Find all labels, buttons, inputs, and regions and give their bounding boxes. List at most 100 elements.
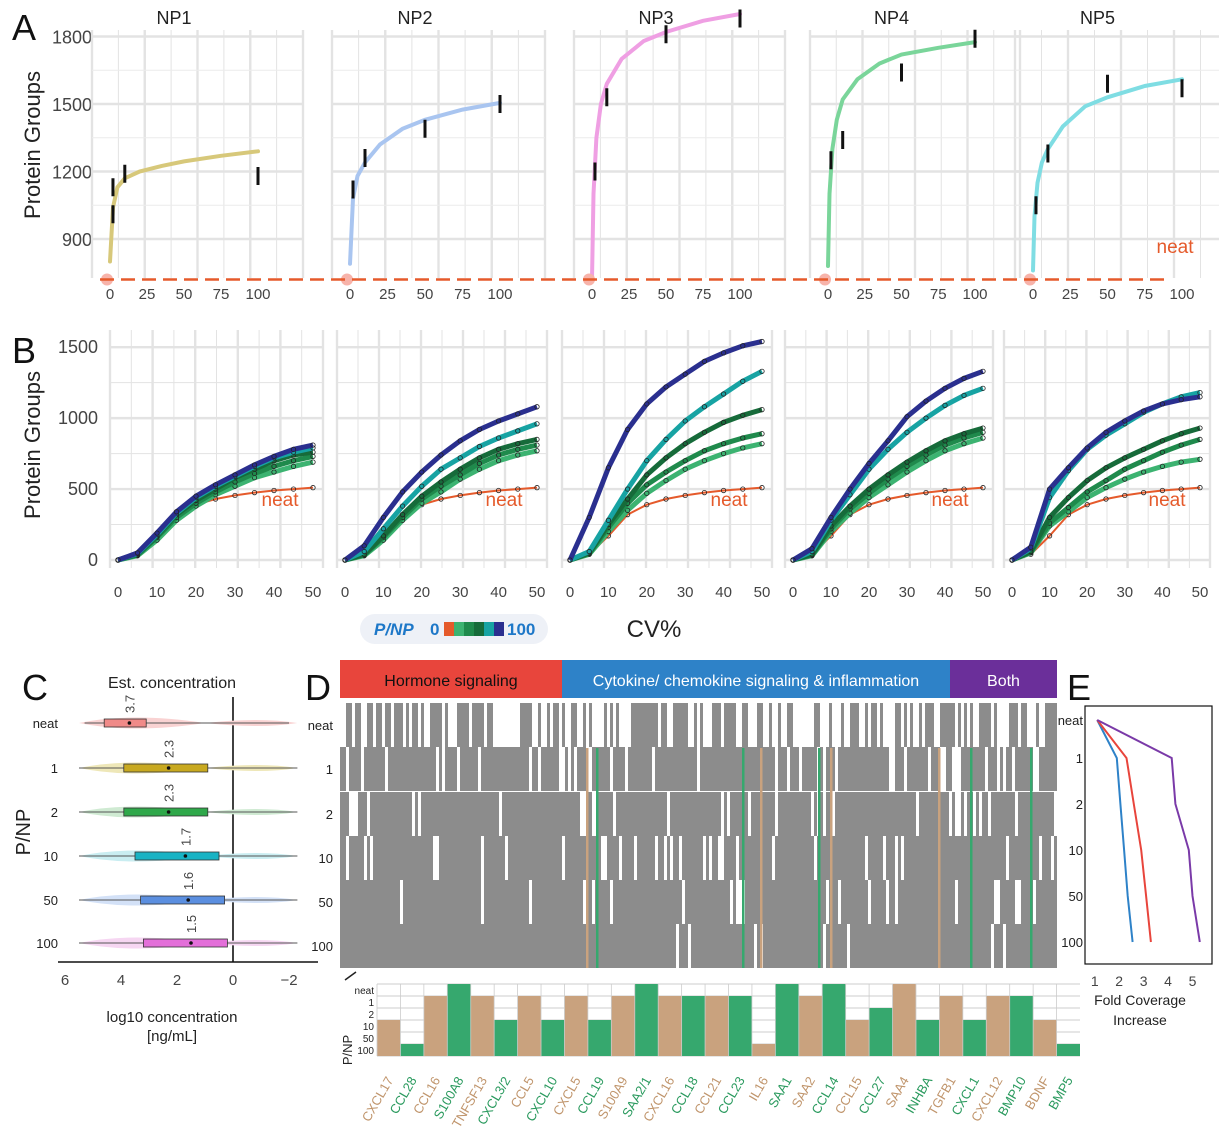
heat-cell [388, 836, 391, 880]
panel-b-point [942, 487, 948, 494]
heat-cell [796, 880, 799, 924]
panel-b-xtick: 10 [600, 584, 617, 601]
panel-d-group-bar [562, 660, 950, 698]
heat-cell [454, 880, 457, 924]
panel-b-point [682, 458, 688, 464]
panel-b-point [1084, 445, 1090, 451]
heat-cell [781, 747, 784, 791]
heat-cell [1006, 924, 1009, 968]
heat-cell [673, 747, 676, 791]
heat-cell [412, 836, 415, 880]
heat-cell [475, 924, 478, 968]
heat-cell [955, 924, 958, 968]
heat-cell [616, 703, 619, 747]
heat-cell [895, 747, 898, 791]
heat-cell [925, 924, 928, 968]
panel-b-legend-swatch [444, 622, 454, 636]
heat-cell [571, 747, 574, 791]
heat-cell [406, 703, 409, 747]
panel-d-gene-bar [494, 1020, 518, 1056]
heat-cell [1033, 836, 1036, 880]
panel-b-point [682, 441, 688, 447]
heat-cell [478, 880, 481, 924]
heat-cell [418, 836, 421, 880]
panel-b-point [847, 486, 853, 492]
heat-cell [364, 792, 367, 836]
panel-b-point [1141, 446, 1147, 452]
panel-b-point [682, 492, 688, 499]
heat-cell [730, 836, 733, 880]
heat-cell [652, 792, 655, 836]
heat-cell [1042, 924, 1045, 968]
heat-cell [724, 836, 727, 880]
heat-cell [361, 924, 364, 968]
heat-cell [553, 924, 556, 968]
panel-d-row-label: neat [308, 718, 334, 733]
heat-cell [520, 836, 523, 880]
panel-a-grid-1 [90, 30, 305, 278]
heat-cell [895, 924, 898, 968]
heat-cell [697, 924, 700, 968]
heat-cell [730, 703, 733, 747]
heat-cell [826, 924, 829, 968]
heat-cell [862, 880, 865, 924]
panel-c-category: 50 [44, 893, 58, 908]
panel-b-point [495, 458, 502, 464]
panel-a-errorbar [664, 25, 668, 44]
panel-b-point [419, 469, 425, 475]
heat-cell [1054, 924, 1057, 968]
panel-b-point [290, 458, 297, 464]
heat-cell [1009, 924, 1012, 968]
heat-cell [415, 836, 418, 880]
heat-cell [847, 836, 850, 880]
heat-cell [382, 836, 385, 880]
panel-b-point [866, 502, 872, 508]
panel-b-point [942, 402, 948, 408]
heat-cell [406, 836, 409, 880]
heat-cell [856, 924, 859, 968]
panel-b-xtick: 30 [227, 584, 244, 601]
heat-cell [343, 836, 346, 880]
heat-cell [934, 747, 937, 791]
heat-cell [745, 880, 748, 924]
heat-cell [919, 924, 922, 968]
panel-b-xtick: 50 [529, 584, 546, 601]
heat-cell [592, 924, 595, 968]
panel-b-point [624, 486, 631, 492]
heat-cell [841, 880, 844, 924]
panel-b-point [1122, 476, 1128, 482]
heat-cell [430, 836, 433, 880]
panel-b-xtick: 30 [677, 584, 694, 601]
heat-cell [916, 880, 919, 924]
heat-cell [670, 924, 673, 968]
heat-cell [826, 747, 829, 791]
heat-cell [757, 747, 760, 791]
heat-cell [1048, 880, 1051, 924]
heat-cell [880, 792, 883, 836]
heat-cell [871, 880, 874, 924]
heat-cell [1021, 792, 1024, 836]
heat-cell [982, 792, 985, 836]
heat-cell [949, 703, 952, 747]
heat-cell [757, 924, 760, 968]
heat-cell [811, 747, 814, 791]
panel-b-xtick: 0 [789, 584, 797, 601]
panel-b-point [759, 441, 765, 447]
heat-cell [622, 880, 625, 924]
panel-b-point [515, 452, 521, 458]
panel-c-median-label: 3.7 [122, 695, 137, 713]
heat-cell [871, 703, 874, 747]
panel-b-point [720, 450, 727, 457]
heat-cell [535, 924, 538, 968]
panel-b-point [644, 490, 650, 496]
heat-cell [1021, 836, 1024, 880]
heat-cell [880, 747, 883, 791]
panel-d-gene-bar [751, 1044, 776, 1056]
panel-d-gene-bar [400, 1044, 424, 1056]
panel-b-point [904, 414, 910, 420]
heat-cell [424, 747, 427, 791]
heat-cell [886, 792, 889, 836]
heat-cell [853, 880, 856, 924]
heat-cell [646, 792, 649, 836]
heat-cell [376, 792, 379, 836]
